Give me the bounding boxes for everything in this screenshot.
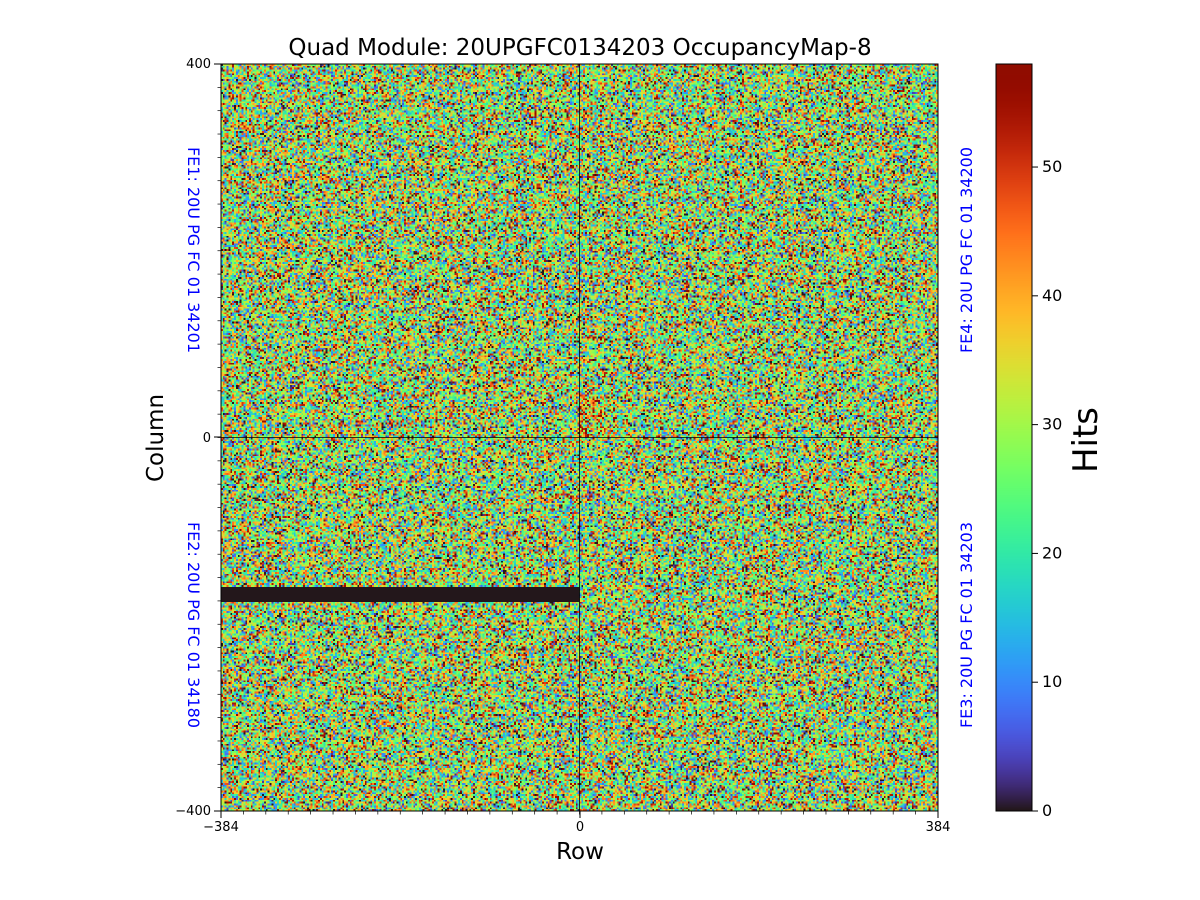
x-tick-label: 384 (926, 820, 951, 835)
minor-ticks (217, 63, 939, 815)
colorbar-tick-label: 0 (1042, 801, 1052, 820)
colorbar-tick-label: 20 (1042, 543, 1062, 562)
colorbar-gradient (996, 64, 1032, 811)
colorbar-ticks: 0 10 20 30 40 50 (1032, 157, 1062, 820)
colorbar-frame (995, 63, 1033, 812)
colorbar-tick-label: 50 (1042, 157, 1062, 176)
colorbar-label: Hits (1066, 407, 1106, 473)
colorbar-tick-label: 10 (1042, 672, 1062, 691)
colorbar-tick-label: 30 (1042, 415, 1062, 434)
y-tick-label: −400 (175, 804, 211, 819)
y-tick-label: 0 (203, 431, 211, 446)
x-tick-label: −384 (203, 820, 239, 835)
y-axis-label: Column (143, 394, 169, 482)
y-tick-label: 400 (186, 57, 211, 72)
fe2-label: FE2: 20U PG FC 01 34180 (184, 522, 203, 728)
chart-title: Quad Module: 20UPGFC0134203 OccupancyMap… (288, 35, 871, 61)
fe4-label: FE4: 20U PG FC 01 34200 (957, 147, 976, 353)
fe1-label: FE1: 20U PG FC 01 34201 (184, 147, 203, 353)
x-axis-label: Row (556, 839, 604, 865)
colorbar-tick-label: 40 (1042, 286, 1062, 305)
fe3-label: FE3: 20U PG FC 01 34203 (957, 522, 976, 728)
x-tick-label: 0 (576, 820, 584, 835)
